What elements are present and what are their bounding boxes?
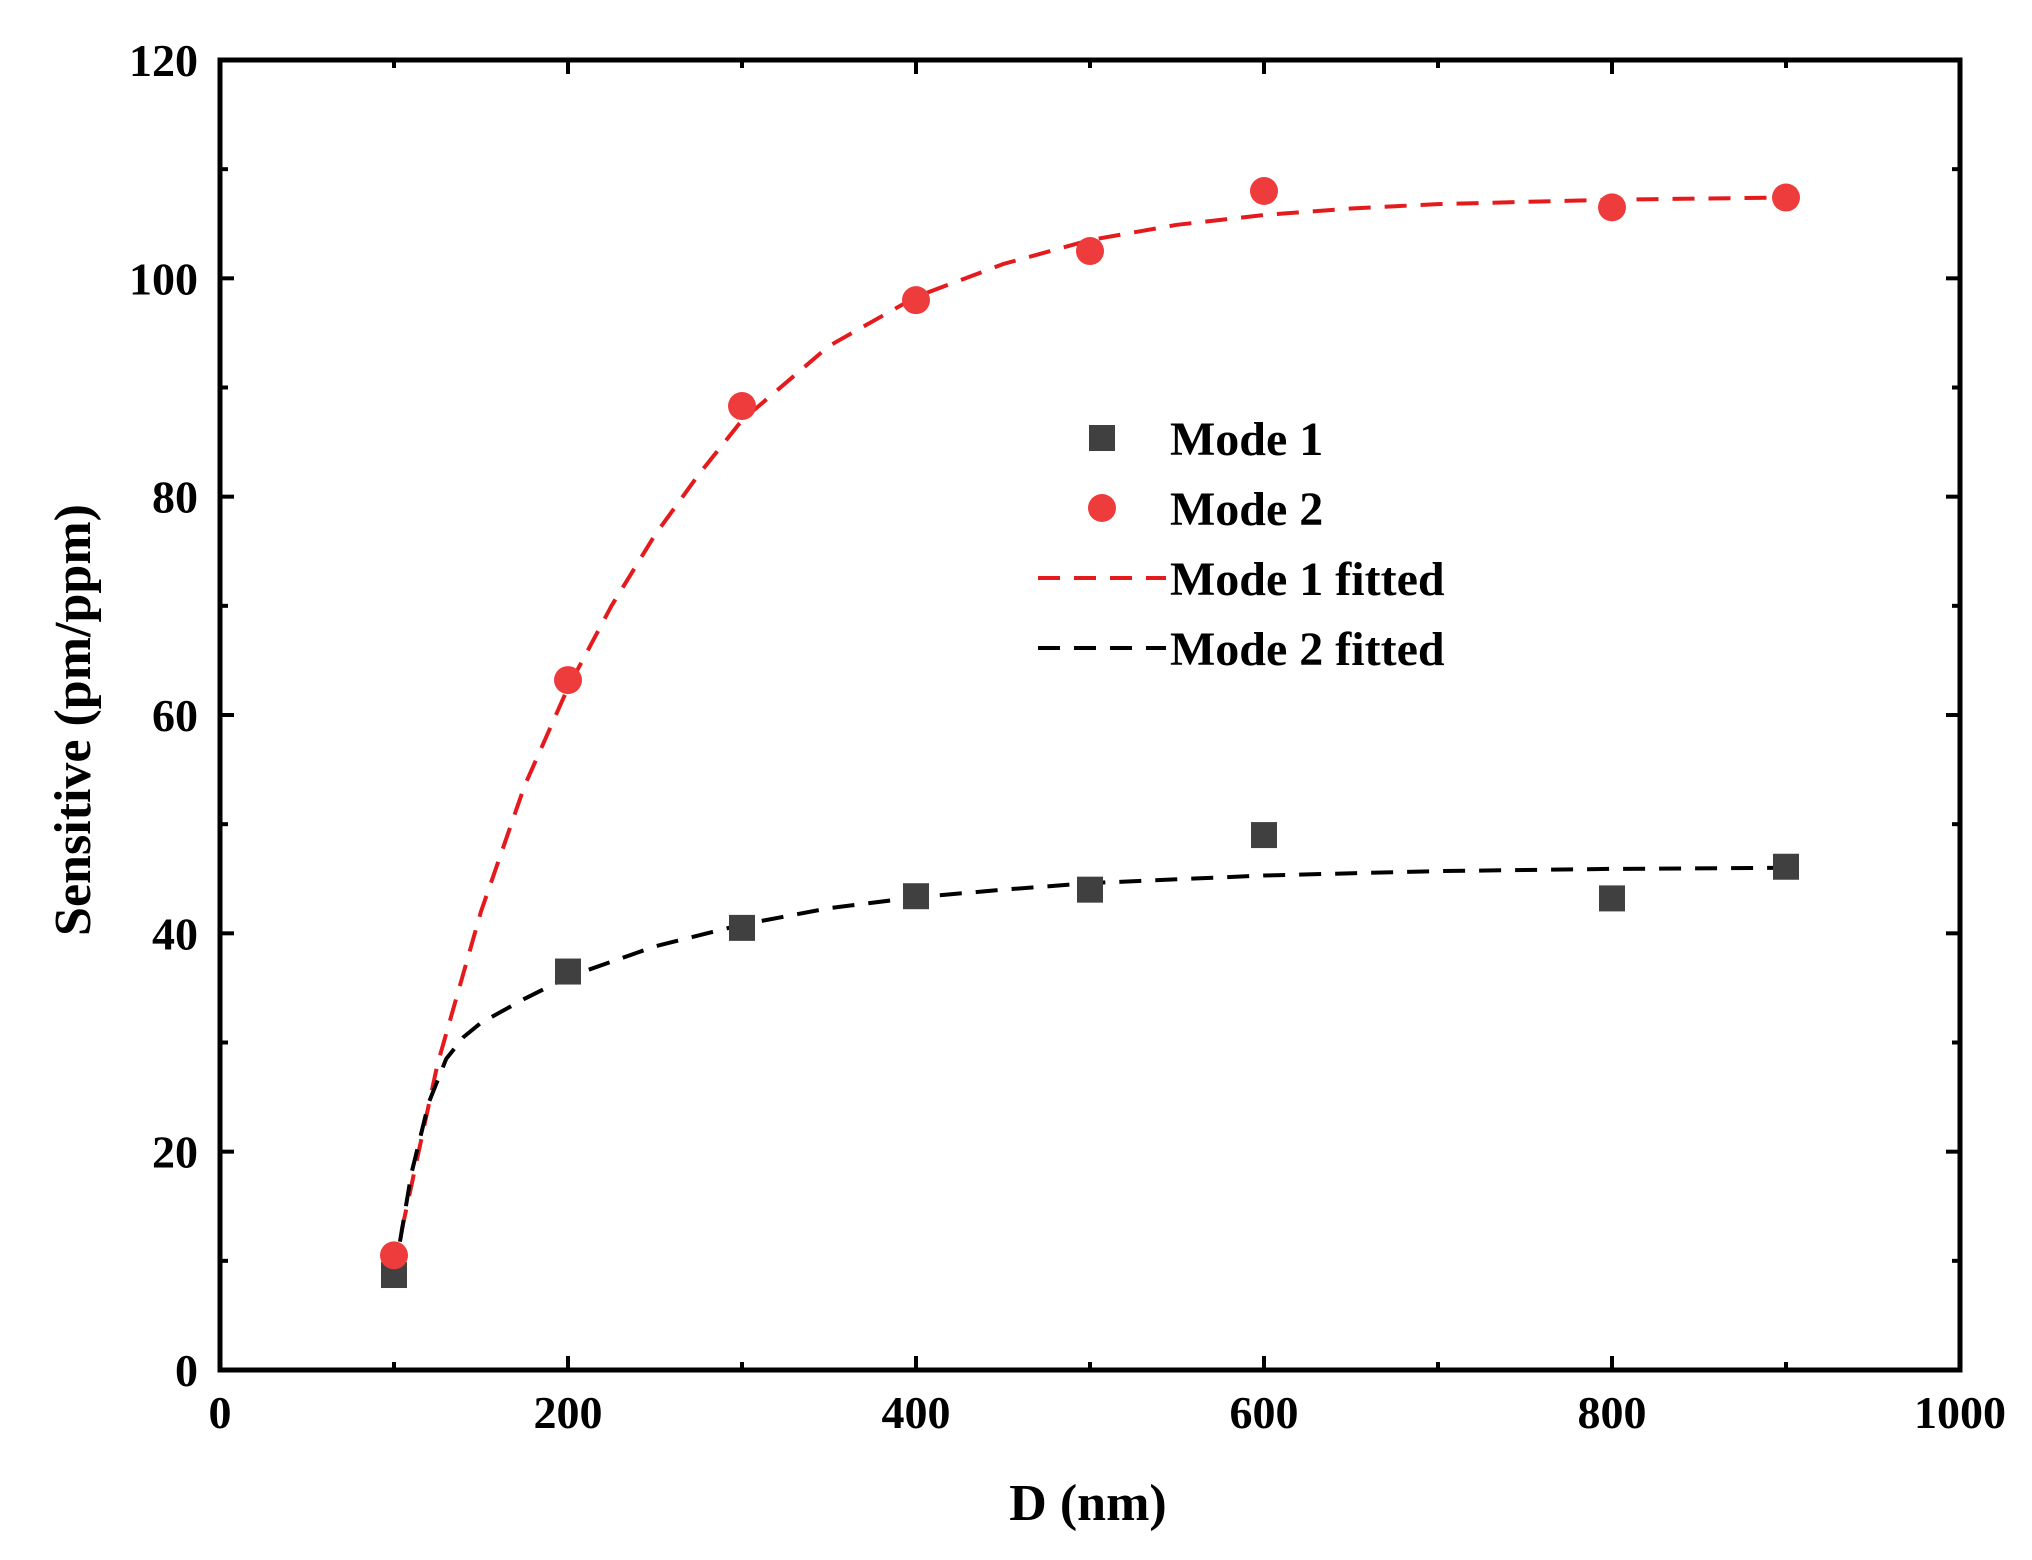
mode-1-point (1773, 853, 1799, 880)
legend-mode-2-label: Mode 2 (1170, 483, 1323, 536)
fit-lines (392, 195, 1787, 1278)
x-tick-label: 1000 (1914, 1387, 2006, 1438)
mode-1-point (555, 958, 581, 985)
mode-2-fitted-line (392, 865, 1787, 1278)
y-axis-title: Sensitive (pm/ppm) (45, 504, 102, 936)
x-axis-ticks: 0 200 400 600 800 1000 (209, 60, 2006, 1438)
x-tick-label: 0 (209, 1387, 232, 1438)
x-tick-label: 200 (534, 1387, 603, 1438)
y-tick-label: 100 (129, 253, 198, 304)
mode-1-point (1077, 876, 1103, 903)
y-tick-label: 60 (152, 690, 198, 741)
legend-mode-1-label: Mode 1 (1170, 413, 1323, 466)
y-tick-label: 20 (152, 1127, 198, 1178)
y-tick-label: 120 (129, 35, 198, 86)
mode-2-point (1772, 183, 1800, 212)
mode-2-point (902, 286, 930, 315)
x-tick-label: 800 (1578, 1387, 1647, 1438)
legend-mode-2-marker (1088, 494, 1116, 522)
legend-mode-2-fitted-label: Mode 2 fitted (1170, 623, 1445, 676)
x-tick-label: 400 (882, 1387, 951, 1438)
mode-1-fitted-line (392, 195, 1787, 1267)
data-points (380, 177, 1800, 1289)
x-axis-title: D (nm) (1009, 1475, 1166, 1532)
y-tick-label: 40 (152, 908, 198, 959)
mode-2-point (1076, 237, 1104, 266)
mode-1-point (729, 914, 755, 941)
mode-2-point (380, 1241, 408, 1270)
mode-1-point (903, 883, 929, 910)
y-tick-label: 80 (152, 472, 198, 523)
mode-2-point (554, 666, 582, 695)
mode-2-point (1598, 193, 1626, 222)
mode-2-point (1250, 177, 1278, 205)
x-tick-label: 600 (1230, 1387, 1299, 1438)
mode-2-point (728, 392, 756, 421)
legend-mode-1-fitted-label: Mode 1 fitted (1170, 553, 1445, 606)
legend-mode-1-marker (1089, 425, 1115, 451)
y-axis-ticks: 0 20 40 60 80 100 120 (129, 35, 1960, 1396)
mode-1-point (1251, 822, 1277, 849)
y-tick-label: 0 (175, 1345, 198, 1396)
mode-1-point (1599, 885, 1625, 912)
legend: Mode 1 Mode 2 Mode 1 fitted Mode 2 fitted (1038, 413, 1445, 676)
